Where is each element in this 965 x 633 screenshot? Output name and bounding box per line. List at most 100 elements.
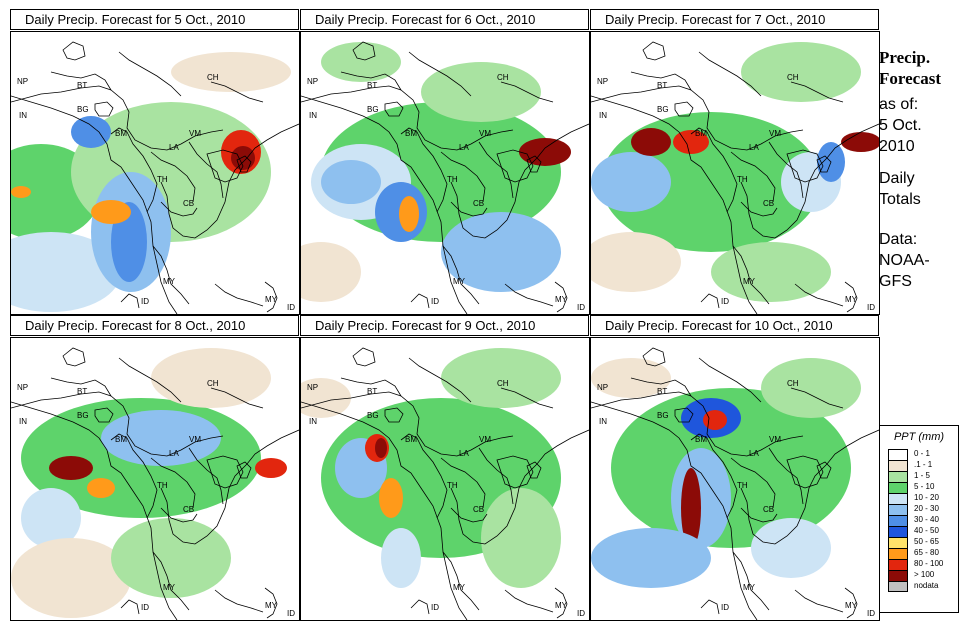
- sidebar-date-line1: 5 Oct.: [879, 117, 922, 134]
- country-label: NP: [17, 77, 28, 86]
- country-label: ID: [867, 303, 875, 312]
- country-label: BG: [367, 105, 379, 114]
- panel-day-5: Daily Precip. Forecast for 9 Oct., 2010 …: [300, 315, 590, 621]
- panel-title: Daily Precip. Forecast for 6 Oct., 2010: [300, 9, 589, 30]
- border-line: [50, 71, 112, 91]
- precip-blob: [301, 378, 351, 418]
- border-line: [150, 151, 196, 203]
- country-label: ID: [141, 297, 149, 306]
- map-svg: NP BT IN BG BM CH VM LA TH CB MY ID MY ID: [301, 41, 589, 314]
- precip-blob: [421, 62, 541, 122]
- country-label: ID: [721, 603, 729, 612]
- country-label: IN: [599, 417, 607, 426]
- legend-label: 40 - 50: [914, 526, 939, 535]
- country-label: TH: [157, 481, 168, 490]
- border-line: [160, 429, 299, 545]
- precip-blob: [631, 128, 671, 156]
- border-line: [786, 149, 824, 183]
- precip-blob: [441, 212, 561, 292]
- legend-item: 40 - 50: [880, 526, 958, 537]
- border-line: [118, 357, 182, 403]
- precip-blob: [375, 438, 387, 458]
- precip-blob: [741, 42, 861, 102]
- border-line: [120, 293, 140, 309]
- border-line: [554, 281, 568, 313]
- legend-rows: 0 - 1 .1 - 1 1 - 5 5 - 10 10 - 20 20 - 30 30 -…: [880, 449, 958, 592]
- country-label: BG: [657, 105, 669, 114]
- legend-item: 5 - 10: [880, 482, 958, 493]
- map-svg: NP BT IN BG BM CH VM LA TH CB MY ID MY ID: [591, 347, 879, 620]
- legend-item: nodata: [880, 581, 958, 592]
- country-label: TH: [157, 175, 168, 184]
- border-line: [450, 429, 589, 545]
- legend-swatch: [888, 570, 908, 581]
- precip-blob: [751, 518, 831, 578]
- map-svg: NP BT IN BG BM CH VM LA TH CB MY ID MY ID: [11, 41, 299, 314]
- border-line: [816, 155, 832, 173]
- country-label: CH: [497, 379, 509, 388]
- country-label: CH: [207, 379, 219, 388]
- border-line: [236, 155, 252, 173]
- country-label: ID: [577, 303, 585, 312]
- map-svg: NP BT IN BG BM CH VM LA TH CB MY ID MY ID: [301, 347, 589, 620]
- country-label: LA: [169, 143, 179, 152]
- legend-item: 0 - 1: [880, 449, 958, 460]
- panel-title: Daily Precip. Forecast for 5 Oct., 2010: [10, 9, 299, 30]
- border-line: [730, 151, 776, 203]
- border-line: [504, 589, 554, 613]
- border-line: [264, 281, 278, 313]
- country-label: CH: [207, 73, 219, 82]
- panel-day-3: Daily Precip. Forecast for 7 Oct., 2010 …: [590, 9, 880, 315]
- precip-field: [301, 348, 561, 588]
- sidebar-title-line2: Forecast: [879, 69, 941, 88]
- border-line: [450, 123, 589, 239]
- precip-blob: [703, 410, 727, 430]
- country-label: LA: [459, 449, 469, 458]
- precip-map: NP BT IN BG BM CH VM LA TH CB MY ID MY ID: [590, 337, 880, 621]
- map-svg: NP BT IN BG BM CH VM LA TH CB MY ID MY ID: [591, 41, 879, 314]
- country-label: CB: [763, 199, 774, 208]
- precip-blob: [711, 242, 831, 302]
- legend-swatch: [888, 559, 908, 570]
- border-line: [301, 391, 514, 457]
- panel-day-4: Daily Precip. Forecast for 8 Oct., 2010 …: [10, 315, 300, 621]
- precip-blob: [151, 348, 271, 408]
- legend-item: 1 - 5: [880, 471, 958, 482]
- border-line: [301, 401, 468, 620]
- country-label: TH: [737, 481, 748, 490]
- country-label: VM: [189, 129, 201, 138]
- precip-map: NP BT IN BG BM CH VM LA TH CB MY ID MY ID: [10, 31, 300, 315]
- country-label: BT: [77, 387, 87, 396]
- country-borders: [301, 347, 589, 620]
- border-line: [152, 245, 190, 305]
- border-line: [206, 455, 244, 489]
- country-label: BM: [115, 129, 127, 138]
- legend-label: 65 - 80: [914, 548, 939, 557]
- precip-blob: [611, 388, 851, 548]
- country-label: CB: [473, 505, 484, 514]
- precip-field: [11, 348, 287, 618]
- precip-field: [11, 52, 291, 312]
- legend-swatch: [888, 449, 908, 460]
- country-label: MY: [555, 295, 568, 304]
- precip-blob: [591, 152, 671, 212]
- legend-item: 10 - 20: [880, 493, 958, 504]
- country-label: MY: [743, 583, 756, 592]
- panel-day-2: Daily Precip. Forecast for 6 Oct., 2010 …: [300, 9, 590, 315]
- country-label: MY: [555, 601, 568, 610]
- legend-item: 30 - 40: [880, 515, 958, 526]
- country-borders: [11, 41, 299, 314]
- border-line: [301, 85, 514, 151]
- country-label: MY: [743, 277, 756, 286]
- precip-map: NP BT IN BG BM CH VM LA TH CB MY ID MY ID: [10, 337, 300, 621]
- legend-label: .1 - 1: [914, 460, 933, 469]
- country-label: MY: [845, 295, 858, 304]
- border-line: [160, 507, 198, 523]
- country-label: MY: [453, 583, 466, 592]
- border-line: [120, 599, 140, 615]
- country-label: NP: [307, 77, 318, 86]
- country-label: ID: [867, 609, 875, 618]
- border-line: [214, 283, 264, 307]
- precip-blob: [591, 232, 681, 292]
- precip-blob: [91, 200, 131, 224]
